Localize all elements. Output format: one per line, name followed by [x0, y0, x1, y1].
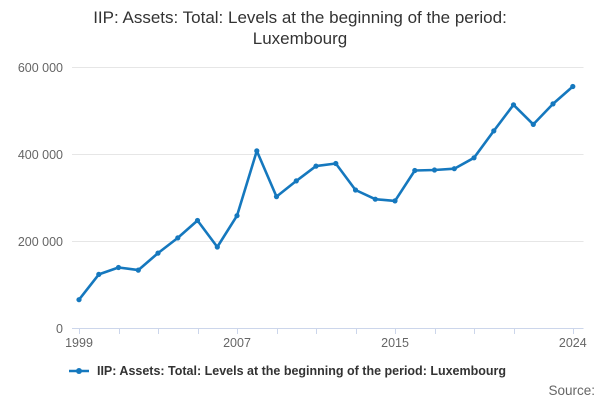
x-axis-label: 2007: [223, 336, 251, 350]
data-point-marker[interactable]: [491, 128, 497, 134]
legend-line-marker-icon: [68, 368, 89, 374]
data-point-marker[interactable]: [550, 101, 556, 107]
data-point-marker[interactable]: [372, 196, 378, 202]
data-point-marker[interactable]: [510, 102, 517, 108]
chart-title-line2: Luxembourg: [252, 29, 348, 48]
legend-item-label: IIP: Assets: Total: Levels at the beginn…: [96, 364, 507, 378]
data-point-marker[interactable]: [412, 167, 418, 174]
data-point-marker[interactable]: [76, 297, 82, 303]
series-line[interactable]: [77, 85, 575, 301]
data-point-marker[interactable]: [135, 267, 141, 273]
data-point-marker[interactable]: [214, 244, 220, 250]
data-point-marker[interactable]: [471, 155, 477, 161]
plot-svg: 0 200 000 400 000 600 000 1999 2007 2015 2024: [18, 61, 587, 350]
data-point-marker[interactable]: [451, 166, 457, 172]
data-point-marker[interactable]: [155, 250, 161, 256]
data-point-marker[interactable]: [293, 178, 299, 184]
y-axis-label: 0: [56, 322, 63, 336]
data-point-marker[interactable]: [254, 148, 260, 154]
data-point-marker[interactable]: [431, 167, 438, 173]
legend: IIP: Assets: Total: Levels at the beginn…: [0, 364, 600, 378]
data-point-marker[interactable]: [234, 213, 240, 219]
data-point-marker[interactable]: [333, 160, 339, 167]
data-point-marker[interactable]: [392, 198, 398, 204]
data-point-marker[interactable]: [115, 264, 122, 271]
source-caption: Source:: [548, 383, 595, 398]
chart-title: IIP: Assets: Total: Levels at the beginn…: [0, 7, 600, 49]
y-axis-label: 200 000: [18, 235, 63, 249]
data-point-marker[interactable]: [352, 187, 359, 193]
x-axis-label: 2015: [381, 336, 409, 350]
legend-item[interactable]: IIP: Assets: Total: Levels at the beginn…: [68, 364, 506, 378]
data-point-marker[interactable]: [194, 217, 201, 224]
data-point-marker[interactable]: [570, 83, 576, 90]
data-point-marker[interactable]: [313, 163, 319, 169]
y-axis-label: 400 000: [18, 148, 63, 162]
data-point-marker[interactable]: [96, 271, 102, 277]
x-axis-label: 1999: [65, 336, 93, 350]
data-point-marker[interactable]: [175, 235, 181, 241]
chart-title-line1: IIP: Assets: Total: Levels at the beginn…: [93, 8, 507, 27]
x-axis-label: 2024: [559, 336, 587, 350]
y-axis-label: 600 000: [18, 61, 63, 75]
data-point-marker[interactable]: [273, 194, 280, 200]
data-point-marker[interactable]: [530, 121, 536, 127]
